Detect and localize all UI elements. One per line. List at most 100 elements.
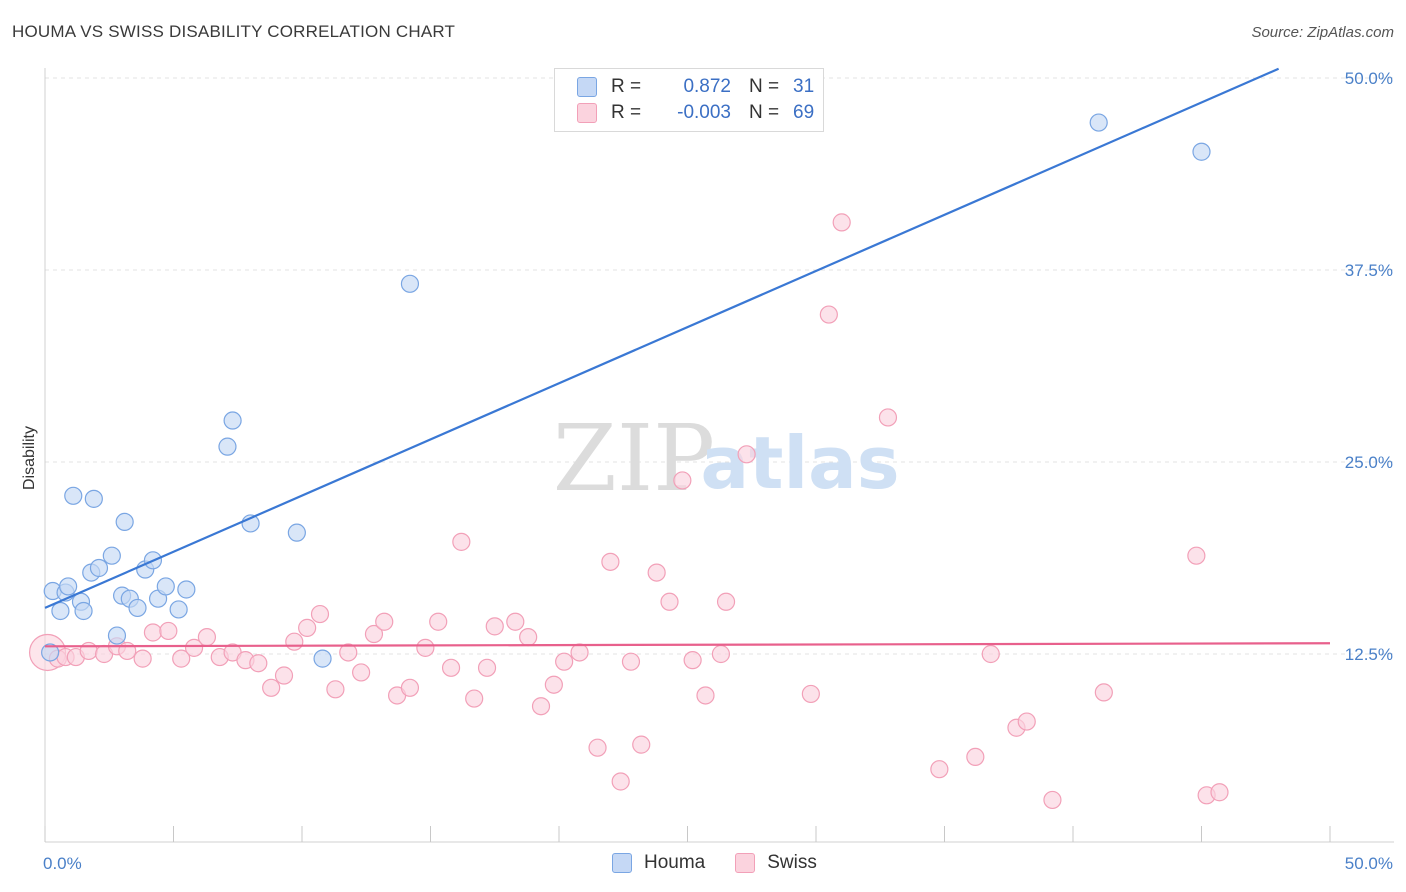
houma-point: [313, 649, 332, 668]
legend-item-swiss[interactable]: Swiss: [735, 852, 817, 874]
swiss-point: [588, 738, 607, 757]
swiss-point: [274, 666, 294, 685]
legend-r-value-swiss: -0.003: [677, 102, 731, 123]
swiss-point: [143, 623, 163, 642]
swiss-point: [262, 678, 281, 697]
correlation-legend: R = 0.872 N = 31 R = -0.003 N = 69: [554, 68, 824, 132]
swiss-point: [375, 612, 394, 631]
houma-point: [89, 558, 109, 578]
swiss-point: [506, 612, 525, 631]
legend-item-houma[interactable]: Houma: [612, 852, 705, 874]
swiss-point: [477, 658, 497, 677]
houma-point: [51, 601, 70, 621]
swiss-points: [28, 213, 1229, 810]
chart-title: HOUMA VS SWISS DISABILITY CORRELATION CH…: [12, 22, 456, 41]
swiss-point: [531, 697, 551, 716]
swiss-point: [416, 638, 435, 657]
houma-point: [156, 577, 175, 596]
houma-trend-line: [44, 67, 1280, 609]
houma-point: [128, 598, 147, 618]
legend-n-label: N =: [749, 76, 780, 97]
houma-point: [41, 643, 60, 662]
swiss-point: [429, 612, 448, 631]
swiss-point: [465, 689, 484, 708]
legend-n-value-houma: 31: [793, 76, 815, 97]
houma-point: [218, 437, 237, 456]
swiss-point: [285, 632, 304, 651]
swiss-point: [621, 652, 641, 671]
watermark-atlas: atlas: [700, 421, 899, 505]
legend-row-swiss: R = -0.003 N = 69: [577, 101, 814, 125]
houma-point: [74, 601, 93, 621]
swiss-point: [400, 678, 420, 697]
swiss-point: [647, 563, 666, 582]
x-tick-label: 0.0%: [43, 854, 82, 873]
legend-r-label: R =: [611, 102, 642, 123]
swiss-point: [632, 735, 651, 754]
swiss-point: [601, 552, 620, 571]
houma-point: [84, 489, 103, 508]
houma-point: [102, 546, 121, 565]
swiss-point: [1187, 546, 1206, 565]
swiss-point: [832, 213, 851, 232]
legend-r-value-houma: 0.872: [683, 76, 731, 97]
swiss-point: [352, 663, 371, 682]
swiss-point: [441, 658, 461, 677]
swiss-point: [570, 643, 589, 662]
houma-point: [1192, 142, 1211, 161]
legend-r-label: R =: [611, 76, 642, 97]
swiss-point: [1043, 790, 1062, 810]
swiss-point: [1094, 683, 1113, 702]
swiss-point: [364, 624, 384, 644]
swiss-point: [485, 617, 504, 636]
swiss-point: [930, 760, 949, 779]
swiss-point: [159, 621, 178, 641]
legend-label-swiss: Swiss: [767, 852, 817, 873]
source-credit: Source: ZipAtlas.com: [1251, 24, 1394, 41]
swiss-trend-line: [44, 642, 1331, 648]
swiss-point: [555, 652, 574, 671]
legend-n-label: N =: [749, 102, 780, 123]
legend-swatch-houma: [577, 77, 597, 97]
swiss-point: [1017, 712, 1036, 731]
houma-point: [115, 512, 134, 532]
swiss-point: [819, 305, 838, 324]
houma-point: [59, 577, 78, 596]
swiss-point: [184, 638, 204, 657]
y-tick-label: 50.0%: [1345, 69, 1393, 88]
gridlines: [45, 77, 1394, 655]
swiss-point: [683, 651, 702, 670]
swiss-point: [981, 644, 1000, 664]
houma-points: [41, 113, 1211, 668]
swiss-point: [711, 644, 731, 664]
tick-labels: 12.5% 25.0% 37.5% 50.0% 0.0% 50.0%: [43, 69, 1393, 873]
swiss-point: [249, 654, 268, 673]
swiss-point: [197, 628, 217, 647]
swiss-point: [310, 604, 330, 624]
swiss-point: [79, 641, 98, 661]
trend-lines: [44, 67, 1331, 648]
x-tick-label: 50.0%: [1345, 854, 1393, 873]
houma-point: [169, 600, 188, 619]
y-axis-label: Disability: [21, 426, 38, 490]
y-tick-label: 12.5%: [1345, 645, 1393, 664]
swiss-point: [1210, 783, 1229, 802]
swiss-point: [660, 592, 679, 611]
swiss-point: [966, 747, 985, 767]
series-legend: Houma Swiss: [612, 852, 847, 874]
swiss-point: [326, 680, 345, 699]
swiss-point: [118, 641, 137, 661]
swiss-point: [519, 628, 538, 647]
swiss-point: [673, 471, 692, 490]
axes: [44, 68, 1394, 843]
houma-point: [177, 580, 196, 599]
houma-point: [223, 411, 242, 430]
swiss-point: [544, 675, 563, 694]
legend-n-value-swiss: 69: [793, 102, 815, 123]
watermark-zip: ZIP: [553, 405, 715, 512]
legend-swatch-houma: [612, 853, 632, 873]
swiss-point: [611, 772, 630, 791]
legend-swatch-swiss: [577, 103, 597, 123]
swiss-point: [737, 445, 756, 464]
